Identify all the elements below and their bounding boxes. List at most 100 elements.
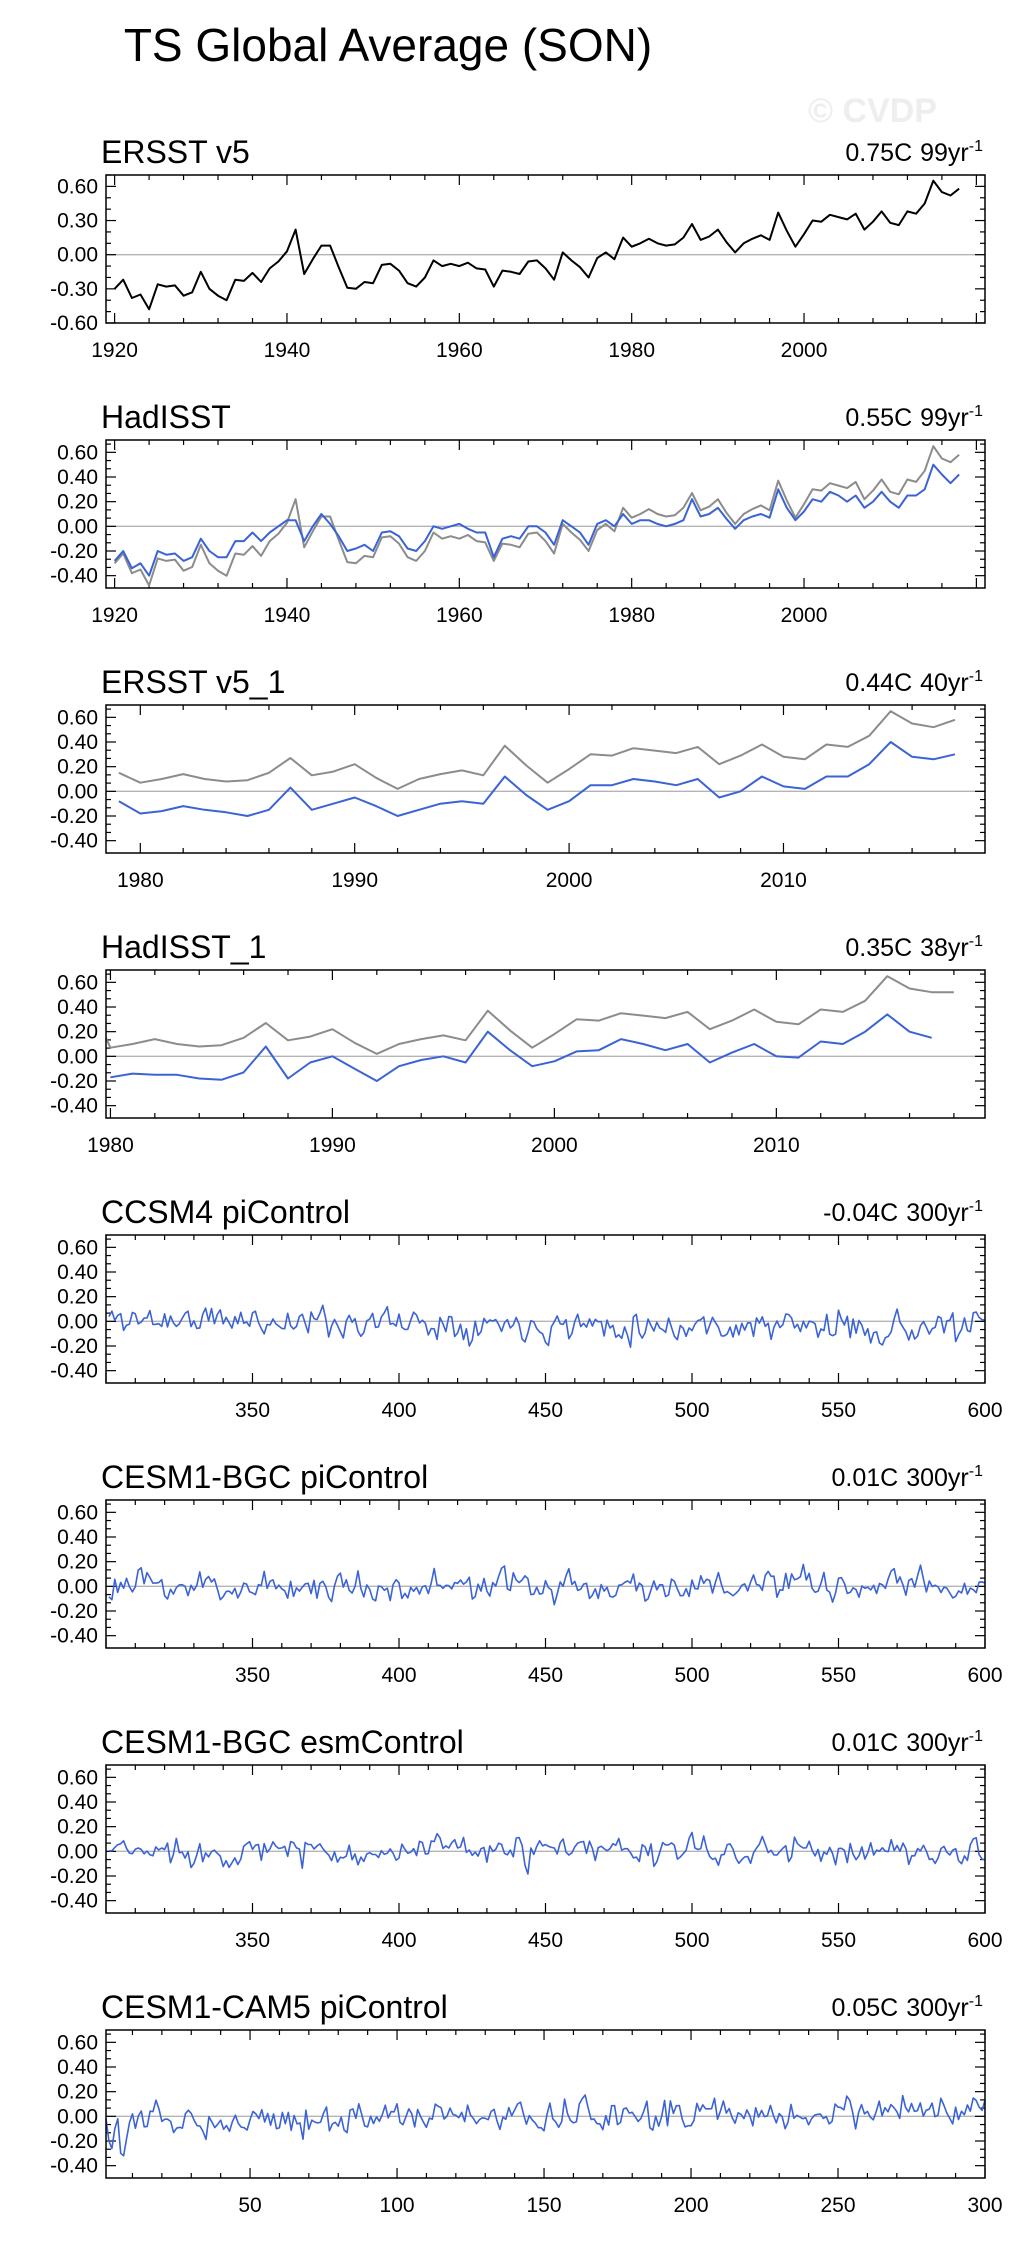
trend-label: 0.55C 99yr-1 bbox=[845, 403, 983, 432]
plot-frame bbox=[105, 439, 986, 589]
y-tick-label: -0.40 bbox=[50, 830, 98, 853]
series-line-ref bbox=[118, 710, 956, 790]
x-tick-label: 1980 bbox=[608, 604, 655, 627]
trend-years: 300yr bbox=[906, 1994, 969, 2022]
y-tick-label: -0.40 bbox=[50, 1890, 98, 1913]
x-tick-label: 550 bbox=[821, 1929, 856, 1952]
x-tick-label: 550 bbox=[821, 1399, 856, 1422]
x-tick-label: 100 bbox=[380, 2194, 415, 2217]
x-tick-label: 350 bbox=[235, 1399, 270, 1422]
panel-hadisst: HadISST 0.55C 99yr-1 -0.40-0.200.000.200.40… bbox=[50, 399, 986, 627]
panel-title: CESM1-CAM5 piControl bbox=[101, 1989, 448, 2025]
series-line-main bbox=[105, 2094, 986, 2157]
y-tick-label: -0.20 bbox=[50, 1865, 98, 1888]
plot-frame bbox=[105, 1764, 986, 1914]
trend-exponent: -1 bbox=[969, 1993, 983, 2010]
x-tick-label: 550 bbox=[821, 1664, 856, 1687]
panel-cesm1-bgc-esmcontrol: CESM1-BGC esmControl 0.01C 300yr-1 -0.40-0.… bbox=[50, 1724, 1002, 1952]
y-tick-label: 0.20 bbox=[57, 1551, 98, 1574]
y-tick-label: -0.40 bbox=[50, 1360, 98, 1383]
page-title: TS Global Average (SON) bbox=[123, 19, 653, 71]
y-tick-label: 0.00 bbox=[57, 780, 98, 803]
trend-exponent: -1 bbox=[969, 403, 983, 420]
y-tick-label: -0.40 bbox=[50, 2155, 98, 2178]
y-tick-label: -0.30 bbox=[50, 278, 98, 301]
y-tick-label: 0.00 bbox=[57, 1310, 98, 1333]
x-tick-label: 450 bbox=[528, 1399, 563, 1422]
series-line-main bbox=[108, 1304, 986, 1348]
y-tick-label: 0.20 bbox=[57, 1286, 98, 1309]
plot-frame bbox=[105, 2029, 986, 2179]
trend-years: 99yr bbox=[920, 139, 969, 167]
y-tick-label: 0.40 bbox=[57, 731, 98, 754]
y-tick-label: -0.20 bbox=[50, 805, 98, 828]
x-tick-label: 1960 bbox=[436, 339, 483, 362]
x-tick-label: 600 bbox=[967, 1399, 1002, 1422]
y-tick-label: 0.00 bbox=[57, 244, 98, 267]
series-line-main bbox=[118, 741, 956, 817]
x-tick-label: 500 bbox=[674, 1664, 709, 1687]
series-line-main bbox=[113, 463, 960, 577]
y-tick-label: -0.20 bbox=[50, 1600, 98, 1623]
x-tick-label: 1990 bbox=[309, 1134, 356, 1157]
y-tick-label: 0.00 bbox=[57, 515, 98, 538]
y-tick-label: 0.40 bbox=[57, 1791, 98, 1814]
x-tick-label: 450 bbox=[528, 1929, 563, 1952]
x-tick-label: 350 bbox=[235, 1664, 270, 1687]
trend-years: 300yr bbox=[906, 1199, 969, 1227]
x-tick-label: 500 bbox=[674, 1929, 709, 1952]
trend-value: -0.04C bbox=[823, 1199, 898, 1227]
series-line-ref bbox=[105, 975, 954, 1055]
watermark-logo: © CVDP bbox=[808, 92, 937, 130]
y-tick-label: 0.60 bbox=[57, 706, 98, 729]
series-line-main bbox=[110, 1013, 932, 1082]
x-tick-label: 600 bbox=[967, 1664, 1002, 1687]
y-tick-label: -0.40 bbox=[50, 1625, 98, 1648]
y-tick-label: 0.60 bbox=[57, 175, 98, 198]
plot-frame bbox=[105, 1234, 986, 1384]
x-tick-label: 2000 bbox=[531, 1134, 578, 1157]
trend-exponent: -1 bbox=[969, 933, 983, 950]
trend-label: 0.01C 300yr-1 bbox=[832, 1728, 984, 1757]
panel-title: CCSM4 piControl bbox=[101, 1194, 350, 1230]
y-tick-label: 0.00 bbox=[57, 1045, 98, 1068]
panel-title: HadISST bbox=[101, 399, 231, 435]
x-tick-label: 1920 bbox=[91, 604, 138, 627]
y-tick-label: 0.30 bbox=[57, 210, 98, 233]
panel-title: HadISST_1 bbox=[101, 929, 266, 965]
trend-exponent: -1 bbox=[969, 1728, 983, 1745]
trend-value: 0.05C bbox=[832, 1994, 899, 2022]
series-line-ref bbox=[113, 445, 960, 587]
trend-label: 0.01C 300yr-1 bbox=[832, 1463, 984, 1492]
trend-years: 38yr bbox=[920, 934, 969, 962]
trend-exponent: -1 bbox=[969, 1198, 983, 1215]
x-tick-label: 1940 bbox=[264, 339, 311, 362]
x-tick-label: 50 bbox=[238, 2194, 261, 2217]
trend-value: 0.01C bbox=[832, 1729, 899, 1757]
y-tick-label: -0.40 bbox=[50, 565, 98, 588]
x-tick-label: 2000 bbox=[546, 869, 593, 892]
trend-value: 0.01C bbox=[832, 1464, 899, 1492]
trend-years: 40yr bbox=[920, 669, 969, 697]
panel-hadisst-1: HadISST_1 0.35C 38yr-1-0.40-0.200.000.200.… bbox=[50, 929, 986, 1157]
plot-frame bbox=[105, 704, 986, 854]
y-tick-label: -0.20 bbox=[50, 540, 98, 563]
trend-value: 0.44C bbox=[845, 669, 912, 697]
panel-title: ERSST v5 bbox=[101, 134, 250, 170]
trend-years: 99yr bbox=[920, 404, 969, 432]
y-tick-label: 0.20 bbox=[57, 1816, 98, 1839]
x-tick-label: 400 bbox=[381, 1664, 416, 1687]
panel-ersst-v5: ERSST v5 0.75C 99yr-1 -0.60 -0.30 0.00 0.30 0.6… bbox=[50, 134, 986, 362]
x-tick-label: 2000 bbox=[781, 604, 828, 627]
x-tick-label: 400 bbox=[381, 1399, 416, 1422]
x-tick-label: 1920 bbox=[91, 339, 138, 362]
trend-label: 0.05C 300yr-1 bbox=[832, 1993, 984, 2022]
x-tick-label: 1980 bbox=[87, 1134, 134, 1157]
y-tick-label: 0.60 bbox=[57, 1501, 98, 1524]
panel-cesm1-cam5-picontrol: CESM1-CAM5 piControl 0.05C 300yr-1 -0.40-0.… bbox=[50, 1989, 1002, 2217]
x-tick-label: 350 bbox=[235, 1929, 270, 1952]
y-tick-label: 0.20 bbox=[57, 2081, 98, 2104]
trend-label: 0.35C 38yr-1 bbox=[845, 933, 983, 962]
trend-exponent: -1 bbox=[969, 668, 983, 685]
y-tick-label: 0.20 bbox=[57, 756, 98, 779]
